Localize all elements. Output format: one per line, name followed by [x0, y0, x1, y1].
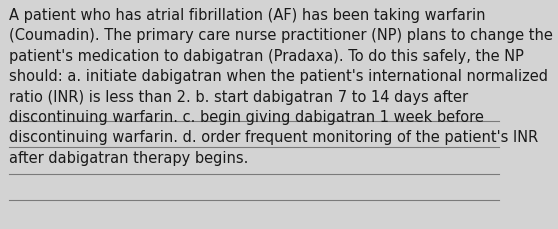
- Text: A patient who has atrial fibrillation (AF) has been taking warfarin (Coumadin). : A patient who has atrial fibrillation (A…: [9, 8, 553, 165]
